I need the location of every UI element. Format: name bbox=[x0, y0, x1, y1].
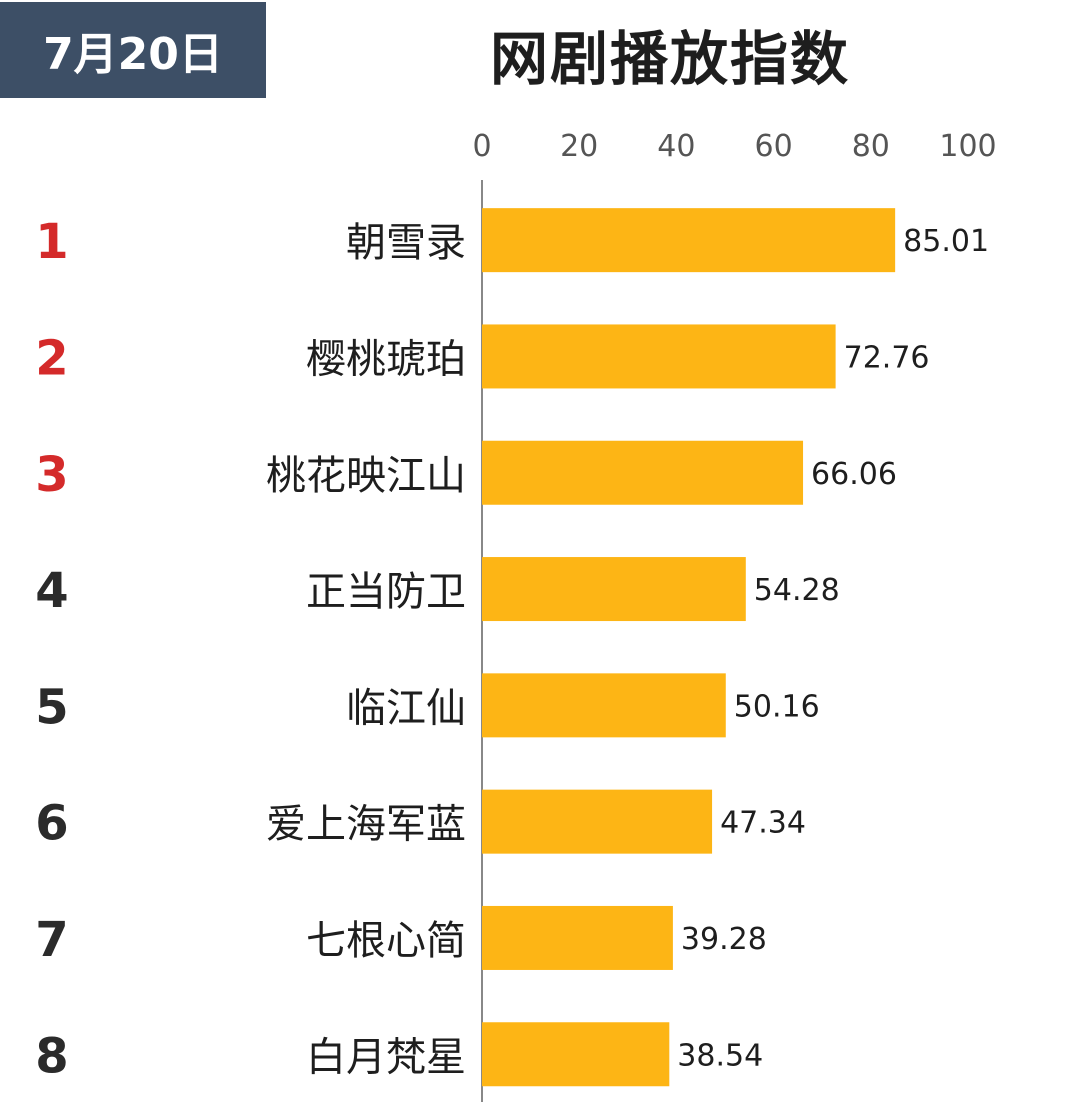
rank-number: 5 bbox=[35, 679, 68, 735]
x-tick-label: 60 bbox=[755, 129, 793, 164]
bar bbox=[482, 673, 726, 738]
value-label: 85.01 bbox=[903, 224, 989, 259]
value-label: 38.54 bbox=[677, 1038, 763, 1073]
rank-number: 7 bbox=[35, 912, 68, 968]
bar bbox=[482, 1022, 670, 1087]
chart-title: 网剧播放指数 bbox=[489, 25, 850, 93]
rank-number: 4 bbox=[35, 563, 68, 619]
category-label: 爱上海军蓝 bbox=[266, 802, 466, 848]
x-tick-label: 80 bbox=[852, 129, 890, 164]
bar bbox=[482, 905, 673, 970]
bar bbox=[482, 324, 836, 389]
category-label: 七根心简 bbox=[306, 918, 466, 964]
category-label: 朝雪录 bbox=[346, 220, 466, 266]
rank-number: 2 bbox=[35, 330, 68, 386]
x-tick-label: 40 bbox=[657, 129, 695, 164]
x-tick-label: 0 bbox=[472, 129, 491, 164]
rank-number: 1 bbox=[35, 214, 68, 270]
category-label: 樱桃琥珀 bbox=[306, 336, 466, 382]
date-badge-text: 7月20日 bbox=[43, 29, 223, 80]
value-label: 54.28 bbox=[754, 573, 840, 608]
value-label: 39.28 bbox=[681, 922, 767, 957]
x-tick-label: 20 bbox=[560, 129, 598, 164]
value-label: 47.34 bbox=[720, 806, 806, 841]
value-label: 50.16 bbox=[734, 689, 820, 724]
rank-number: 8 bbox=[35, 1028, 68, 1084]
rank-number: 3 bbox=[35, 447, 68, 503]
bar bbox=[482, 440, 804, 505]
bar bbox=[482, 557, 746, 622]
category-label: 临江仙 bbox=[346, 685, 466, 731]
value-label: 72.76 bbox=[844, 340, 930, 375]
date-badge: 7月20日 bbox=[0, 2, 266, 98]
value-label: 66.06 bbox=[811, 457, 897, 492]
category-label: 白月梵星 bbox=[306, 1034, 466, 1080]
category-label: 桃花映江山 bbox=[266, 453, 466, 499]
category-label: 正当防卫 bbox=[306, 569, 466, 615]
bar bbox=[482, 789, 713, 854]
x-tick-label: 100 bbox=[939, 129, 996, 164]
rank-number: 6 bbox=[35, 796, 68, 852]
bar bbox=[482, 208, 896, 273]
